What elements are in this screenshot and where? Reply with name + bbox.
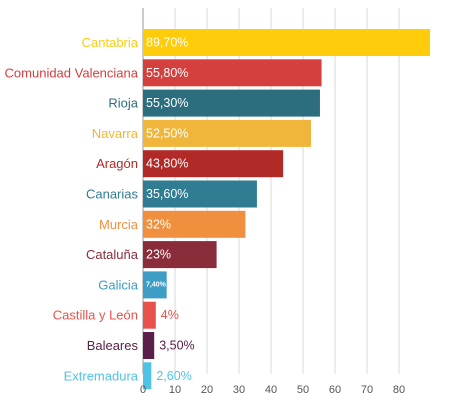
bar bbox=[143, 119, 311, 147]
category-label: Cantabria bbox=[82, 35, 139, 50]
category-label: Extremadura bbox=[64, 368, 139, 383]
category-label: Castilla y León bbox=[53, 308, 138, 323]
x-tick-label: 10 bbox=[169, 384, 181, 396]
bar bbox=[143, 29, 431, 56]
data-label: 55,80% bbox=[146, 66, 188, 80]
data-label: 3,50% bbox=[159, 339, 194, 353]
data-label: 52,50% bbox=[146, 126, 188, 140]
bar bbox=[143, 210, 246, 238]
data-label: 32% bbox=[146, 217, 171, 231]
x-tick-label: 80 bbox=[393, 384, 405, 396]
x-tick-label: 60 bbox=[329, 384, 341, 396]
category-label: Comunidad Valenciana bbox=[5, 65, 139, 80]
bar bbox=[143, 59, 322, 87]
x-tick-label: 40 bbox=[265, 384, 277, 396]
category-label: Aragón bbox=[96, 156, 138, 171]
bar bbox=[143, 150, 284, 178]
bars: Cantabria 89,70% Comunidad Valenciana 55,80… bbox=[5, 29, 431, 390]
x-tick-label: 0 bbox=[140, 384, 146, 396]
data-label: 4% bbox=[161, 308, 179, 322]
category-label: Murcia bbox=[99, 217, 139, 232]
bar bbox=[143, 89, 320, 117]
data-label: 43,80% bbox=[146, 157, 188, 171]
bar bbox=[143, 362, 152, 390]
category-label: Baleares bbox=[87, 338, 139, 353]
bar bbox=[143, 271, 167, 299]
category-label: Galicia bbox=[98, 277, 139, 292]
bar bbox=[143, 180, 257, 208]
data-label: 35,60% bbox=[146, 187, 188, 201]
bar bbox=[143, 332, 155, 359]
data-label: 89,70% bbox=[146, 36, 188, 50]
category-label: Navarra bbox=[92, 126, 139, 141]
x-tick-label: 20 bbox=[201, 384, 213, 396]
bar bbox=[143, 241, 217, 269]
x-tick-label: 70 bbox=[361, 384, 373, 396]
data-label: 7,40% bbox=[146, 281, 167, 288]
data-label: 23% bbox=[146, 248, 171, 262]
category-label: Rioja bbox=[108, 96, 138, 111]
bar bbox=[143, 301, 156, 329]
x-tick-label: 30 bbox=[233, 384, 245, 396]
axis: 0 10 20 30 40 50 60 70 80 bbox=[140, 384, 405, 396]
x-tick-label: 50 bbox=[297, 384, 309, 396]
data-label: 2,60% bbox=[156, 369, 191, 383]
category-label: Canarias bbox=[86, 187, 139, 202]
data-label: 55,30% bbox=[146, 96, 188, 110]
category-label: Cataluña bbox=[86, 247, 139, 262]
